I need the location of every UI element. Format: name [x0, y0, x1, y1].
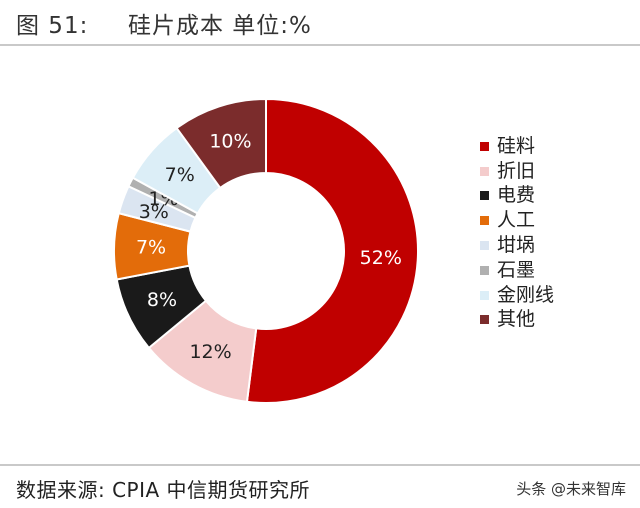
data-source: 数据来源: CPIA 中信期货研究所	[16, 478, 311, 502]
data-label-7: 7%	[165, 164, 195, 186]
legend-item: 硅料	[480, 134, 620, 159]
bottom-divider	[0, 464, 640, 466]
data-label-1: 52%	[360, 247, 402, 269]
legend-item: 折旧	[480, 159, 620, 184]
legend-swatch	[480, 265, 489, 275]
legend-label: 电费	[497, 184, 536, 207]
legend-item: 电费	[480, 184, 620, 209]
chart-legend: 硅料 折旧 电费 人工 坩埚 石墨 金刚线 其他	[480, 134, 620, 332]
figure-header: 图 51: 硅片成本 单位:%	[0, 0, 640, 42]
legend-swatch	[480, 290, 489, 300]
donut-slice-1	[245, 97, 419, 404]
legend-swatch	[480, 141, 489, 151]
top-divider	[0, 44, 640, 46]
legend-item: 其他	[480, 308, 620, 333]
data-label-8: 10%	[209, 131, 251, 153]
legend-label: 石墨	[497, 258, 536, 281]
legend-item: 石墨	[480, 258, 620, 283]
legend-item: 人工	[480, 208, 620, 233]
figure-title: 硅片成本 单位:%	[128, 13, 312, 39]
data-label-4: 7%	[136, 236, 166, 258]
figure-number: 图 51:	[16, 13, 89, 39]
legend-swatch	[480, 191, 489, 201]
data-label-3: 8%	[147, 289, 177, 311]
legend-swatch	[480, 216, 489, 226]
legend-label: 硅料	[497, 134, 536, 157]
data-label-2: 12%	[189, 341, 231, 363]
watermark: 头条 @未来智库	[516, 480, 626, 498]
legend-label: 金刚线	[497, 283, 555, 306]
legend-swatch	[480, 241, 489, 251]
donut-slice-8	[175, 97, 267, 190]
data-label-5: 3%	[139, 201, 169, 223]
legend-swatch	[480, 166, 489, 176]
legend-item: 坩埚	[480, 233, 620, 258]
legend-label: 坩埚	[497, 234, 536, 257]
legend-label: 其他	[497, 308, 536, 331]
legend-item: 金刚线	[480, 283, 620, 308]
legend-label: 人工	[497, 209, 536, 232]
legend-swatch	[480, 315, 489, 325]
legend-label: 折旧	[497, 159, 536, 182]
